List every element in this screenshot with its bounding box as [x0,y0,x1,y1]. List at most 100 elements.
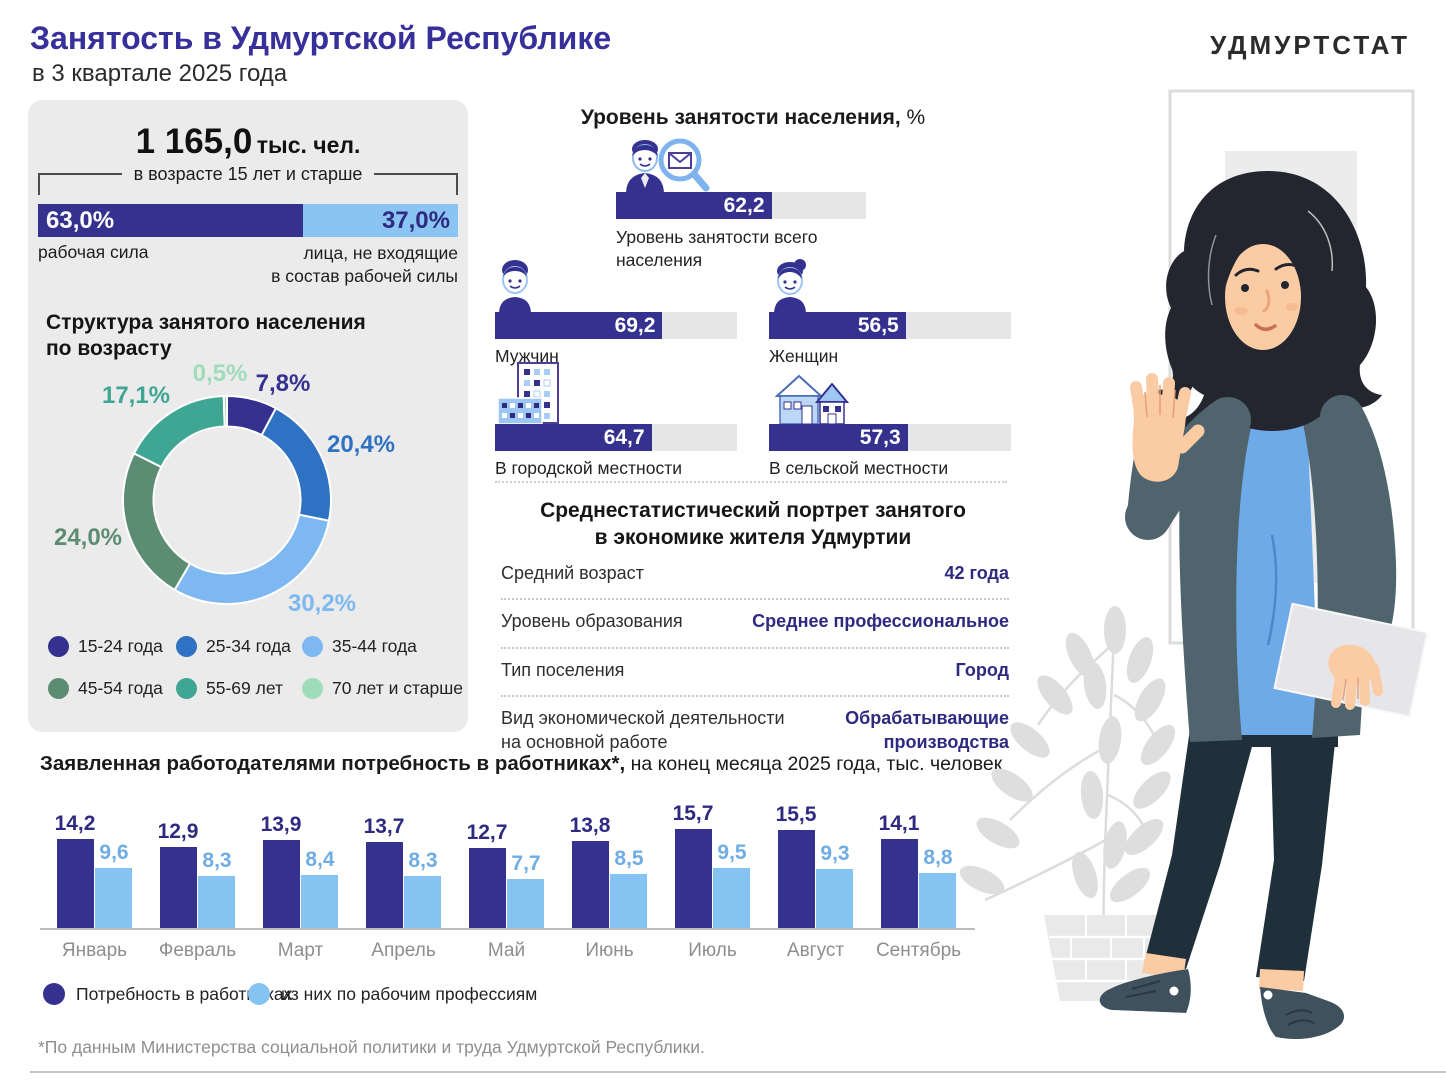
vacancy-title-bold: Заявленная работодателями потребность в … [40,752,626,775]
page-subtitle: в 3 квартале 2025 года [32,60,288,87]
month-label: Август [786,940,845,961]
tablet [1273,602,1429,718]
bar-value-need: 15,5 [775,803,817,826]
donut-label-55-69: 17,1% [101,382,171,409]
month-label: Сентябрь [875,940,962,961]
vacancy-bar-need [572,841,609,928]
employment-bar-value: 57,3 [859,426,901,449]
bottom-divider [30,1071,1446,1073]
stacked-bar-captions: рабочая сила лица, не входящие в состав … [38,242,458,288]
page-title: Занятость в Удмуртской Республике [30,20,612,56]
bar-value-need: 14,1 [878,812,920,835]
portrait-row-activity: Вид экономической деятельности на основн… [501,697,1009,767]
bar-value-workers: 8,8 [923,846,953,869]
age-donut-chart [122,394,332,605]
bar-value-need: 12,7 [466,821,508,844]
holding-hand [1328,644,1383,710]
employment-bar-value: 56,5 [857,314,899,337]
donut-label-70plus: 0,5% [192,360,248,387]
labor-force-pct: 63,0% [46,207,115,234]
non-labor-label-line2: в состав рабочей силы [271,265,458,286]
portrait-value: Город [955,659,1009,680]
vacancy-bar-need [57,839,94,928]
month-label: Июль [688,940,737,961]
footnote: *По данным Министерства социальной полит… [38,1037,705,1057]
portrait-label: Уровень образования [501,611,683,632]
legend-dot-icon [48,678,69,699]
woman-figure [1099,171,1429,1049]
non-labor-label-line1: лица, не входящие [303,243,458,263]
donut-segment [222,394,228,428]
bar-value-need: 13,9 [260,813,302,836]
bar-value-workers: 9,6 [99,841,129,864]
vacancy-bar-workers [301,875,338,928]
age-note: в возрасте 15 лет и старше [133,164,363,184]
city-buildings-icon [497,362,559,425]
month-labels: Январь Февраль Март Апрель Май Июнь Июль Август… [40,940,1000,966]
employment-header: Уровень занятости населения, % [495,106,1011,130]
door-frame [1168,89,1415,645]
vacancy-bar-need [263,840,300,928]
legend-item-25-34: 25-34 года [176,636,302,657]
employment-header-unit: % [900,106,926,129]
portrait-value-line1: Обрабатывающие [845,708,1009,729]
legend-label: Потребность в работниках [76,983,293,1004]
age-structure-title-line1: Структура занятого населения [46,311,366,334]
legend-dot-icon [176,636,197,657]
portrait-value: Обрабатывающие производства [845,707,1009,754]
donut-segment [122,452,192,592]
bar-value-workers: 8,3 [408,849,438,872]
employment-urban-caption: В городской местности [495,458,682,478]
legend-label: из них по рабочим профессиям [281,983,538,1004]
employment-header-bold: Уровень занятости населения, [580,106,901,129]
month-label: Июнь [585,940,634,961]
labor-force-label: рабочая сила [38,242,149,262]
vacancy-legend: Потребность в работниках из них по рабоч… [40,983,740,1013]
employment-men-caption: Мужчин [495,346,559,366]
portrait-value: Среднее профессиональное [752,611,1009,632]
employment-section: Уровень занятости населения, % 62,2 [495,100,1011,752]
legend-item-35-44: 35-44 года [302,636,463,657]
man-icon [499,260,531,314]
bar-value-need: 13,7 [363,815,405,838]
vacancy-bar-need [469,848,506,928]
vacancy-bar-need [881,839,918,928]
vacancy-bar-workers [610,874,647,928]
legend-label: 35-44 года [332,636,417,656]
portrait-label: Средний возраст [501,563,644,583]
legend-item-workers: из них по рабочим профессиям [248,983,537,1005]
month-label: Май [487,940,526,961]
vacancy-bar-workers [713,868,750,928]
population-total-value: 1 165,0 [135,122,253,161]
portrait-header: Среднестатистический портрет занятого в … [495,497,1011,552]
bar-value-need: 12,9 [157,820,199,843]
legend-item-55-69: 55-69 лет [176,678,302,699]
month-label: Февраль [158,940,237,961]
portrait-value: 42 года [944,563,1009,583]
vacancy-bar-need [160,847,197,928]
employment-total-caption: Уровень занятости всего населения [616,226,817,272]
month-label: Январь [61,940,128,961]
employment-rural-caption: В сельской местности [769,458,949,478]
donut-label-25-34: 20,4% [326,431,396,458]
employment-bar-track: 69,2 [495,312,737,339]
portrait-header-line1: Среднестатистический портрет занятого [540,499,966,522]
udmurtstat-logo: УДМУРТСТАТ [1210,30,1410,60]
vacancy-bar-workers [404,876,441,928]
legend-item-70plus: 70 лет и старше [302,678,463,699]
age-legend: 15-24 года 25-34 года 35-44 года 45-54 г… [48,636,463,699]
employment-bar-fill: 56,5 [769,312,906,339]
labor-force-stacked-bar: 63,0% 37,0% [38,204,458,237]
vacancy-bar-workers [198,876,235,928]
legend-dot-icon [302,636,323,657]
woman-icon [774,259,806,314]
portrait-label: Тип поселения [501,659,625,680]
portrait-label: Вид экономической деятельности на основн… [501,707,785,754]
portrait-table: Средний возраст 42 года Уровень образова… [501,552,1009,767]
vacancy-bar-chart: 14,2 9,6 12,9 8,3 13,9 8,4 13,7 8,3 12,7 7,7 13,8 8… [40,795,1000,928]
non-labor-segment: 37,0% [302,204,458,237]
month-label: Март [277,940,324,961]
bar-value-workers: 8,4 [305,848,335,871]
plant-pot [1044,915,1166,1001]
legend-label: 45-54 года [78,678,163,698]
